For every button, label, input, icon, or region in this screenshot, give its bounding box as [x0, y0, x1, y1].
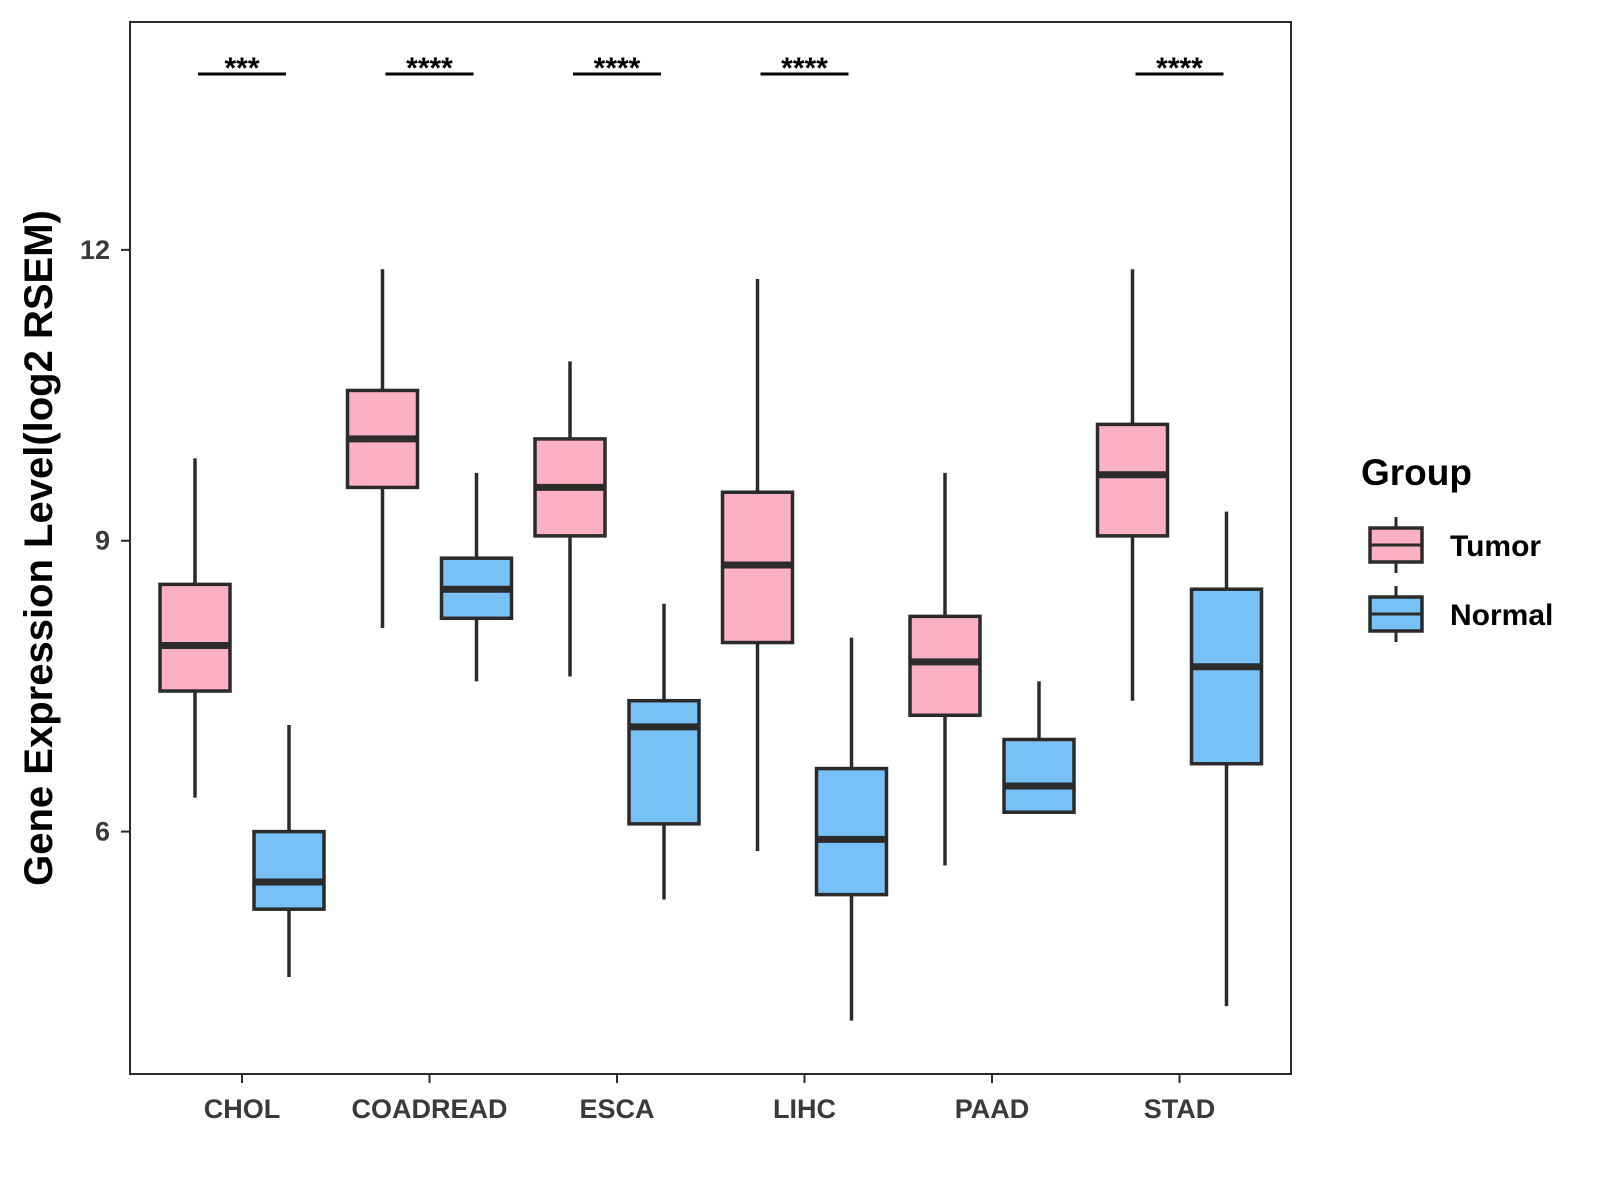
- box-body: [1002, 737, 1076, 814]
- box-body: [1095, 422, 1170, 538]
- significance-label: ****: [781, 52, 828, 85]
- box-body: [1189, 587, 1264, 766]
- box-body: [252, 829, 326, 911]
- plot-panel: [129, 21, 1292, 1075]
- box-normal-chol: [252, 724, 326, 978]
- significance-esca: ****: [573, 52, 661, 85]
- y-tick-label: 9: [95, 526, 110, 556]
- box-body: [814, 766, 889, 897]
- x-tick-label: ESCA: [579, 1094, 654, 1124]
- box-body: [908, 614, 982, 718]
- box-tumor-stad: [1095, 269, 1170, 701]
- box-tumor-esca: [533, 361, 607, 677]
- x-tick-label: LIHC: [773, 1094, 836, 1124]
- significance-chol: ***: [198, 52, 286, 85]
- legend-title: Group: [1361, 452, 1472, 493]
- significance-label: ****: [1156, 52, 1203, 85]
- significance-stad: ****: [1135, 52, 1224, 85]
- y-axis: 6 9 12: [80, 235, 130, 847]
- box-series: [158, 269, 1264, 1021]
- box-tumor-coadread: [345, 269, 420, 628]
- y-tick-label: 12: [80, 235, 110, 265]
- box-normal-esca: [627, 603, 701, 900]
- box-tumor-lihc: [720, 278, 795, 851]
- box-body: [158, 582, 232, 693]
- x-tick-label: STAD: [1144, 1094, 1216, 1124]
- significance-label: ****: [406, 52, 453, 85]
- y-tick-label: 6: [95, 817, 110, 847]
- significance-label: ***: [224, 52, 259, 85]
- legend-item-normal: Normal: [1368, 586, 1553, 642]
- significance-coadread: ****: [385, 52, 474, 85]
- box-normal-stad: [1189, 511, 1264, 1007]
- x-tick-label: CHOL: [204, 1094, 281, 1124]
- box-normal-lihc: [814, 637, 889, 1021]
- x-tick-label: COADREAD: [351, 1094, 507, 1124]
- legend-label: Normal: [1450, 599, 1553, 632]
- box-tumor-paad: [908, 472, 982, 866]
- legend: Group Tumor Normal: [1361, 452, 1553, 642]
- x-tick-label: PAAD: [955, 1094, 1030, 1124]
- y-axis-title: Gene Expression Level(log2 RSEM): [17, 210, 61, 886]
- box-normal-coadread: [439, 472, 514, 682]
- x-axis: CHOL COADREAD ESCA LIHC PAAD STAD: [204, 1074, 1216, 1124]
- box-tumor-chol: [158, 458, 232, 798]
- legend-label: Tumor: [1450, 530, 1541, 563]
- legend-item-tumor: Tumor: [1368, 517, 1541, 573]
- significance-annotations: *** **** **** **** ****: [198, 52, 1224, 85]
- significance-label: ****: [594, 52, 641, 85]
- significance-lihc: ****: [760, 52, 849, 85]
- box-normal-paad: [1002, 681, 1076, 814]
- box-body: [627, 698, 701, 826]
